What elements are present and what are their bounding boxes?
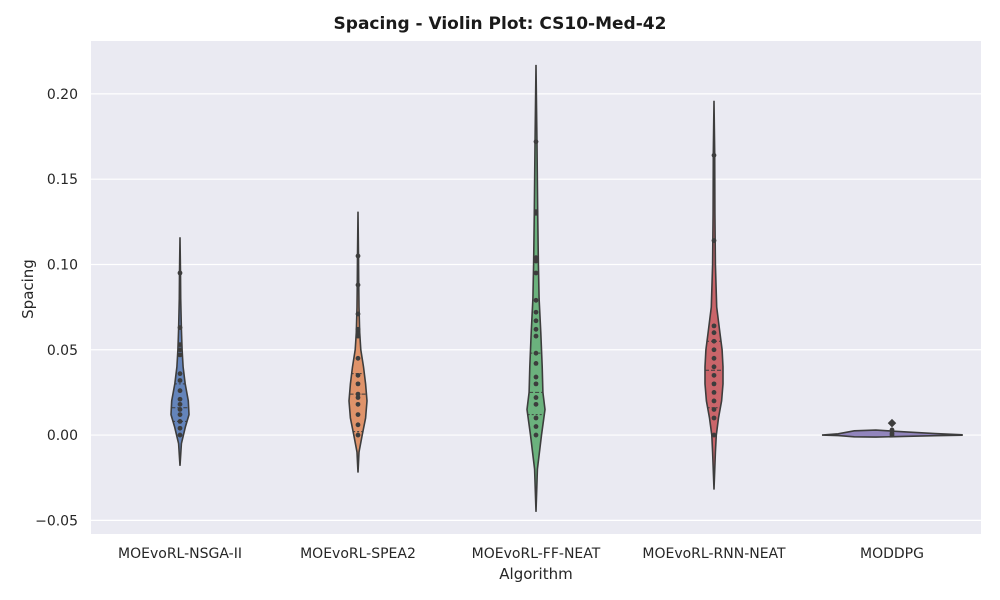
violin-body [526, 64, 546, 512]
violin-5 [821, 418, 963, 438]
data-point [533, 258, 539, 264]
data-point [177, 378, 183, 383]
data-point [533, 333, 539, 339]
data-point [355, 326, 361, 332]
chart-title: Spacing - Violin Plot: CS10-Med-42 [333, 14, 667, 34]
data-point [889, 430, 895, 436]
data-point [533, 270, 539, 276]
data-point [533, 395, 539, 400]
data-point [355, 372, 361, 378]
data-point [177, 401, 183, 407]
x-tick-labels: MOEvoRL-NSGA-II MOEvoRL-SPEA2 MOEvoRL-FF-N… [118, 546, 924, 562]
violin-body [348, 211, 368, 473]
data-point [355, 311, 361, 317]
violin-3 [526, 64, 546, 512]
data-point [177, 432, 183, 438]
data-point [533, 381, 539, 387]
data-point [355, 330, 361, 336]
violin-body [704, 100, 724, 490]
data-point [533, 374, 539, 380]
data-point [177, 325, 183, 330]
data-point [533, 209, 539, 214]
data-point [355, 432, 361, 438]
max-marker [887, 418, 897, 428]
data-point [355, 395, 361, 400]
data-point [711, 372, 717, 378]
data-point [533, 415, 539, 421]
data-point [533, 139, 539, 145]
data-point [711, 330, 717, 336]
y-axis-label: Spacing [19, 259, 37, 319]
data-point [533, 309, 539, 315]
data-point [177, 407, 183, 412]
data-point [355, 381, 361, 387]
data-point [177, 270, 183, 276]
data-point [711, 152, 717, 158]
data-point [177, 412, 183, 417]
data-point [533, 255, 539, 261]
x-tick-label: MOEvoRL-SPEA2 [300, 546, 416, 562]
violin-1 [170, 237, 190, 466]
data-point [711, 415, 717, 421]
data-point [355, 333, 361, 339]
x-axis-label: Algorithm [499, 565, 573, 583]
x-tick-label: MODDPG [860, 546, 924, 562]
y-tick-label: 0.15 [47, 172, 78, 188]
data-point [711, 323, 717, 329]
data-point [533, 326, 539, 332]
data-point [177, 347, 183, 353]
y-tick-label: 0.05 [47, 343, 78, 359]
y-tick-label: 0.20 [47, 87, 78, 103]
data-point [355, 401, 361, 407]
data-point [533, 401, 539, 407]
data-point [355, 412, 361, 417]
data-point [711, 432, 717, 438]
data-point [711, 398, 717, 404]
data-point [711, 381, 717, 387]
violins [170, 64, 963, 512]
y-tick-label: 0.10 [47, 257, 78, 273]
data-point [533, 318, 539, 324]
data-point [533, 432, 539, 438]
data-point [355, 253, 361, 259]
data-point [711, 347, 717, 353]
data-point [177, 342, 183, 348]
data-point [711, 338, 717, 344]
data-point [177, 371, 183, 377]
data-point [533, 350, 539, 356]
data-point [533, 361, 539, 366]
data-point [177, 419, 183, 424]
data-point [177, 352, 183, 358]
violin-2 [348, 211, 368, 473]
data-point [533, 424, 539, 429]
data-point [711, 390, 717, 395]
data-point [355, 282, 361, 288]
data-point [355, 422, 361, 428]
x-tick-label: MOEvoRL-NSGA-II [118, 546, 242, 562]
data-point [355, 391, 361, 397]
violin-4 [704, 100, 724, 490]
data-point [533, 297, 539, 303]
data-point [177, 388, 183, 394]
x-tick-label: MOEvoRL-RNN-NEAT [642, 546, 786, 562]
y-tick-labels: −0.05 0.00 0.05 0.10 0.15 0.20 [35, 87, 78, 529]
data-point [889, 427, 895, 433]
data-point [711, 238, 717, 243]
data-point [355, 355, 361, 361]
y-tick-label: −0.05 [35, 513, 78, 529]
x-tick-label: MOEvoRL-FF-NEAT [472, 546, 601, 562]
data-point [711, 407, 717, 412]
data-point [711, 364, 717, 370]
data-point [711, 355, 717, 361]
y-tick-label: 0.00 [47, 428, 78, 444]
data-point [177, 425, 183, 431]
data-point [177, 396, 183, 402]
